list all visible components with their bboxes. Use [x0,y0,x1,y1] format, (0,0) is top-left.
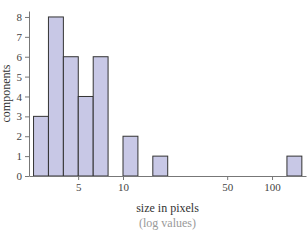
bar [123,136,138,176]
tick: 1 [17,150,30,162]
annotation: (log values) [139,216,196,230]
tick: 100 [264,176,281,193]
tick-label: 10 [118,181,129,193]
tick: 50 [222,176,234,193]
tick-mark [123,176,124,180]
tick-mark [25,57,29,58]
x-axis: 5 10 50 100 [30,176,307,193]
tick-label: 0 [17,170,23,182]
tick-mark [78,176,79,180]
tick: 0 [17,170,30,182]
bar [287,156,302,176]
y-axis-title: components [0,64,13,122]
tick: 5 [76,176,82,193]
tick: 2 [17,130,30,142]
axis-line [30,176,307,177]
tick-mark [25,156,29,157]
tick-mark [25,37,29,38]
tick-mark [272,176,273,180]
tick-label: 5 [17,71,23,83]
tick-label: 5 [76,181,82,193]
tick: 3 [17,110,30,122]
tick-label: 1 [17,150,23,162]
tick-label: 4 [17,91,23,103]
tick-mark [25,116,29,117]
tick-label: 100 [264,181,281,193]
tick: 7 [17,31,30,43]
tick-label: 8 [17,11,23,23]
tick-label: 7 [17,31,23,43]
bar [34,116,49,176]
bars [34,17,302,176]
bar [48,17,63,176]
tick: 8 [17,11,30,23]
tick-label: 50 [222,181,234,193]
tick-mark [227,176,228,180]
chart: 5 10 50 100 0 1 2 3 4 5 6 7 8 size in pixels(log valu… [0,0,308,242]
y-axis: 0 1 2 3 4 5 6 7 8 [17,11,30,182]
x-axis-title: size in pixels [136,201,199,215]
bar [153,156,168,176]
tick: 4 [17,91,30,103]
bar [78,96,93,176]
tick-mark [25,96,29,97]
bar [93,57,108,176]
tick: 6 [17,51,30,63]
bar [63,57,78,176]
tick-mark [25,136,29,137]
axis-line [29,12,30,177]
tick-mark [25,176,29,177]
tick-label: 6 [17,51,23,63]
tick: 5 [17,71,30,83]
tick-mark [25,17,29,18]
tick-mark [25,77,29,78]
tick: 10 [118,176,129,193]
tick-label: 2 [17,130,23,142]
tick-label: 3 [17,110,23,122]
